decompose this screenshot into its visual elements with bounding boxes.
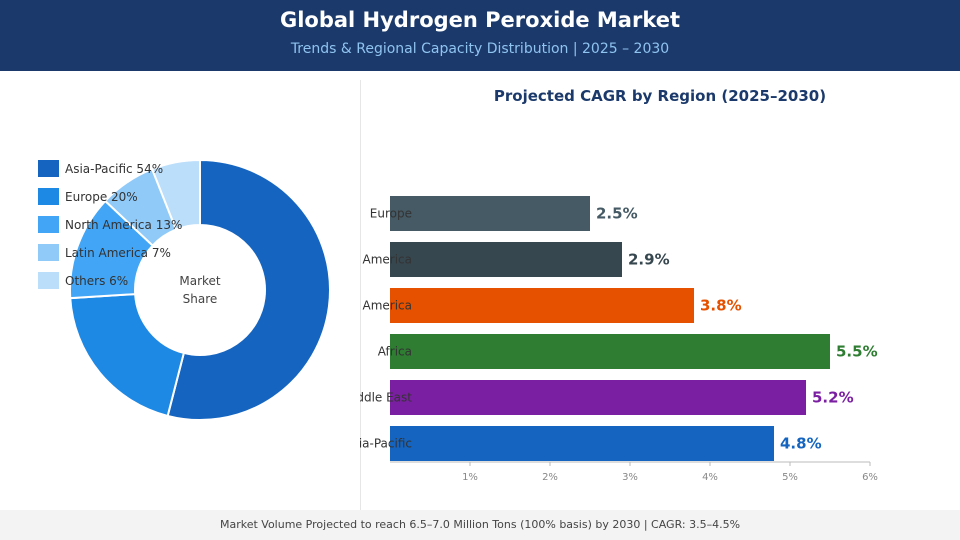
page-subtitle: Trends & Regional Capacity Distribution … [290,41,670,57]
value-label: 5.2% [812,389,854,407]
legend-swatch [38,244,59,261]
category-label: Europe [370,207,412,221]
value-label: 2.9% [628,251,670,269]
donut-slice-europe [69,293,186,418]
x-tick-label: 3% [622,472,638,483]
legend-swatch [38,160,59,177]
value-label: 2.5% [596,205,638,223]
donut-slice-others [150,158,201,231]
donut-center-label-line-1: Market [179,274,221,288]
x-tick-label: 5% [782,472,798,483]
value-label: 3.8% [700,297,742,315]
bar-latin-america [390,288,694,323]
footer-note: Market Volume Projected to reach 6.5–7.0… [0,510,960,540]
legend-label: North America 13% [65,218,182,232]
bar-middle-east [390,380,806,415]
market-share-donut-chart: Asia-Pacific 54% Europe 20% North America … [38,158,331,421]
legend-swatch [38,216,59,233]
bar-asia-pacific [390,426,774,461]
donut-center-label-line-2: Share [183,292,218,306]
category-label: North America [360,253,412,267]
legend-label: Others 6% [65,274,128,288]
x-tick-label: 2% [542,472,558,483]
legend-label: Latin America 7% [65,246,171,260]
legend-swatch [38,188,59,205]
bar-north-america [390,242,622,277]
legend-swatch [38,272,59,289]
bar-europe [390,196,590,231]
bar-chart-title: Projected CAGR by Region (2025–2030) [494,87,826,105]
legend-label: Europe 20% [65,190,138,204]
bar-africa [390,334,830,369]
x-tick-label: 1% [462,472,478,483]
category-label: Middle East [360,391,412,405]
donut-slice-asia-pacific [166,158,331,421]
cagr-bar-chart: Projected CAGR by Region (2025–2030) Eur… [360,87,878,483]
value-label: 4.8% [780,435,822,453]
page-title: Global Hydrogen Peroxide Market [279,8,681,32]
legend-label: Asia-Pacific 54% [65,162,163,176]
category-label: Africa [378,345,412,359]
category-label: Asia-Pacific [360,437,412,451]
value-label: 5.5% [836,343,878,361]
category-label: Latin America [360,299,412,313]
x-tick-label: 6% [862,472,878,483]
x-tick-label: 4% [702,472,718,483]
panel-divider [360,80,361,510]
header-banner: Global Hydrogen Peroxide Market Trends &… [0,0,960,71]
